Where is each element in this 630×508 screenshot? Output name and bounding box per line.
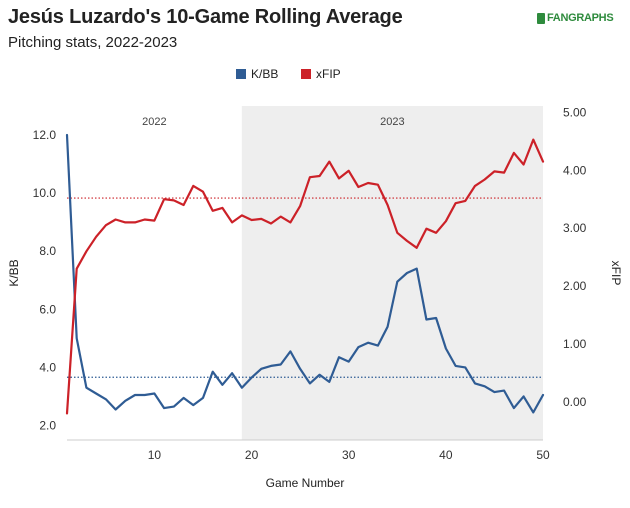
x-tick-label: 20 [245, 448, 259, 462]
legend-label-kbb: K/BB [251, 67, 278, 81]
x-tick-label: 50 [536, 448, 550, 462]
left-tick-label: 4.0 [39, 360, 56, 374]
left-tick-label: 2.0 [39, 418, 56, 432]
series-line-xfip [65, 138, 545, 415]
fangraphs-logo: FANGRAPHS [537, 12, 614, 24]
x-axis-ticks: 10 20 30 40 50 [148, 448, 550, 462]
fangraphs-logo-icon [537, 12, 545, 24]
right-axis-ticks: 0.00 1.00 2.00 3.00 4.00 5.00 [563, 105, 587, 408]
legend-swatch-kbb [236, 69, 246, 79]
right-tick-label: 2.00 [563, 279, 587, 293]
season-2023-shade [241, 106, 543, 440]
season-labels: 2022 2023 [142, 116, 404, 128]
fangraphs-logo-text: FANGRAPHS [547, 12, 614, 24]
right-tick-label: 5.00 [563, 105, 587, 119]
right-tick-label: 1.00 [563, 337, 587, 351]
x-tick-label: 10 [148, 448, 162, 462]
right-tick-label: 0.00 [563, 395, 587, 409]
x-tick-label: 40 [439, 448, 453, 462]
chart-title: Jesús Luzardo's 10-Game Rolling Average [8, 6, 403, 28]
left-axis-title: K/BB [7, 259, 21, 286]
left-tick-label: 6.0 [39, 302, 56, 316]
season-label-2023: 2023 [380, 116, 404, 128]
left-tick-label: 8.0 [39, 244, 56, 258]
data-series [65, 133, 545, 415]
legend: K/BB xFIP [236, 67, 341, 81]
left-axis-ticks: 2.0 4.0 6.0 8.0 10.0 12.0 [33, 128, 57, 432]
chart-subtitle: Pitching stats, 2022-2023 [8, 34, 178, 51]
left-tick-label: 10.0 [33, 186, 57, 200]
x-axis-title: Game Number [266, 476, 345, 490]
legend-label-xfip: xFIP [316, 67, 341, 81]
series-line-kbb [65, 133, 545, 414]
x-tick-label: 30 [342, 448, 356, 462]
season-label-2022: 2022 [142, 116, 166, 128]
legend-swatch-xfip [301, 69, 311, 79]
right-axis-title: xFIP [609, 261, 623, 286]
right-tick-label: 4.00 [563, 163, 587, 177]
right-tick-label: 3.00 [563, 221, 587, 235]
left-tick-label: 12.0 [33, 128, 57, 142]
